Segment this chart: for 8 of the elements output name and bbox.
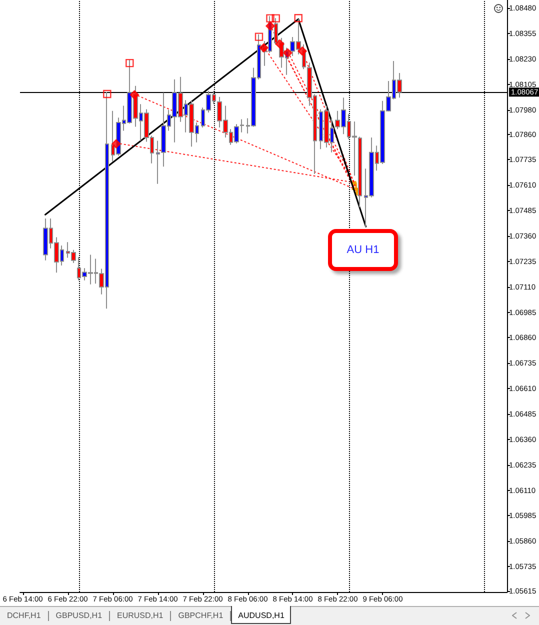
candlestick: [240, 118, 244, 133]
text: GBPUSD,H1: [54, 611, 104, 621]
text: AUDUSD,H1: [237, 611, 286, 621]
text: EURUSD,H1: [116, 611, 164, 621]
text: GBPCHF,H1: [177, 611, 224, 621]
annotation: AU H1: [346, 244, 380, 256]
candlestick: [358, 136, 362, 208]
text: DCHF,H1: [6, 611, 42, 621]
